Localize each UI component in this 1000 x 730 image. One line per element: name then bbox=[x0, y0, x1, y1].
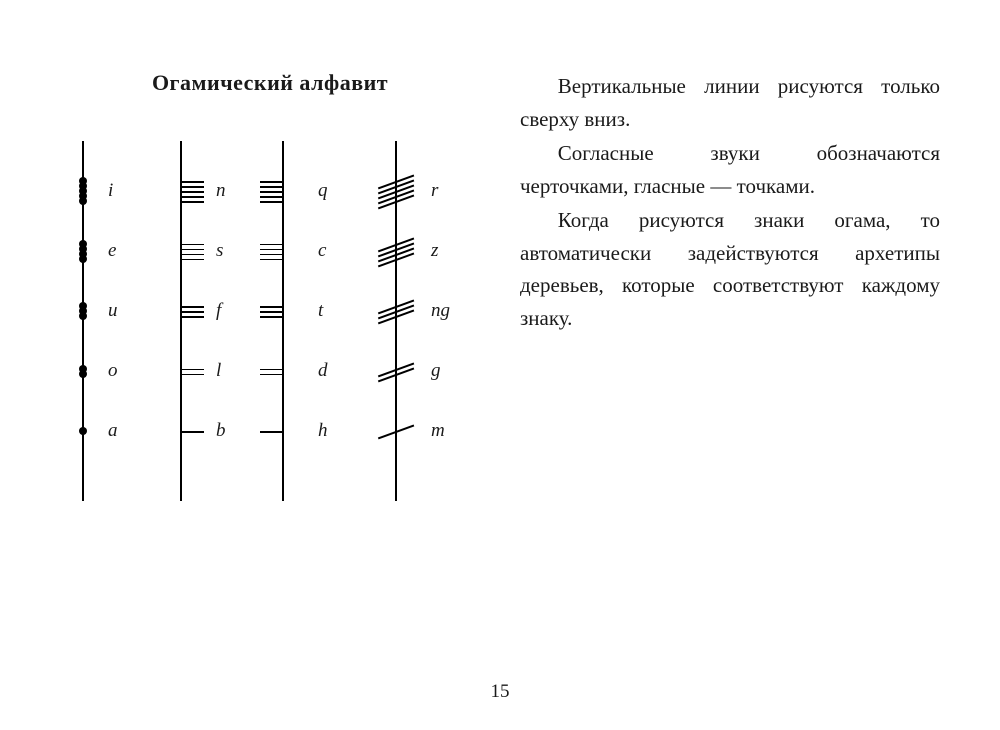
ogham-letter-label: c bbox=[318, 240, 326, 262]
page-title: Огамический алфавит bbox=[60, 70, 480, 96]
ogham-tick bbox=[182, 244, 204, 246]
ogham-tick bbox=[260, 181, 282, 183]
ogham-letter-label: g bbox=[431, 360, 441, 382]
ogham-tick bbox=[182, 374, 204, 376]
ogham-letter-label: t bbox=[318, 300, 323, 322]
ogham-tick bbox=[182, 259, 204, 261]
paragraph: Вертикальные линии рисуются только сверх… bbox=[520, 70, 940, 135]
ogham-stem bbox=[282, 141, 284, 501]
ogham-letter-label: d bbox=[318, 360, 328, 382]
ogham-tick bbox=[182, 186, 204, 188]
paragraph: Согласные звуки обозначаются черточками,… bbox=[520, 137, 940, 202]
ogham-letter-label: z bbox=[431, 240, 438, 262]
ogham-tick bbox=[260, 254, 282, 256]
ogham-tick bbox=[260, 369, 282, 371]
ogham-stem bbox=[180, 141, 182, 501]
ogham-tick bbox=[182, 306, 204, 308]
ogham-tick bbox=[260, 196, 282, 198]
ogham-tick bbox=[182, 316, 204, 318]
ogham-tick bbox=[260, 191, 282, 193]
ogham-letter-label: s bbox=[216, 240, 223, 262]
ogham-tick bbox=[182, 196, 204, 198]
ogham-tick bbox=[260, 244, 282, 246]
ogham-tick bbox=[260, 306, 282, 308]
ogham-letter-label: o bbox=[108, 360, 118, 382]
ogham-letter-label: u bbox=[108, 300, 118, 322]
ogham-letter-label: a bbox=[108, 420, 118, 442]
ogham-dot bbox=[79, 370, 87, 378]
ogham-tick bbox=[182, 369, 204, 371]
ogham-alphabet-chart: i e u o a n s f l b q c t d h r z ng g m bbox=[60, 141, 460, 501]
page-number: 15 bbox=[0, 681, 1000, 703]
ogham-letter-label: ng bbox=[431, 300, 450, 322]
ogham-tick bbox=[182, 191, 204, 193]
ogham-letter-label: i bbox=[108, 180, 113, 202]
ogham-dot bbox=[79, 197, 87, 205]
ogham-tick bbox=[260, 316, 282, 318]
paragraph: Когда рисуются знаки огама, то автоматич… bbox=[520, 204, 940, 334]
ogham-tick bbox=[182, 254, 204, 256]
ogham-tick bbox=[182, 431, 204, 433]
ogham-dot bbox=[79, 312, 87, 320]
ogham-letter-label: m bbox=[431, 420, 445, 442]
ogham-dot bbox=[79, 255, 87, 263]
ogham-tick bbox=[260, 374, 282, 376]
ogham-letter-label: h bbox=[318, 420, 328, 442]
ogham-tick bbox=[182, 311, 204, 313]
ogham-letter-label: q bbox=[318, 180, 328, 202]
ogham-letter-label: n bbox=[216, 180, 226, 202]
ogham-tick bbox=[260, 259, 282, 261]
ogham-letter-label: e bbox=[108, 240, 116, 262]
ogham-tick bbox=[260, 249, 282, 251]
ogham-tick bbox=[260, 201, 282, 203]
ogham-tick bbox=[182, 181, 204, 183]
ogham-tick bbox=[260, 431, 282, 433]
ogham-letter-label: l bbox=[216, 360, 221, 382]
ogham-tick bbox=[260, 186, 282, 188]
body-text: Вертикальные линии рисуются только сверх… bbox=[520, 70, 940, 690]
ogham-tick bbox=[182, 201, 204, 203]
ogham-letter-label: f bbox=[216, 300, 221, 322]
ogham-tick bbox=[260, 311, 282, 313]
ogham-letter-label: b bbox=[216, 420, 226, 442]
ogham-tick bbox=[182, 249, 204, 251]
ogham-dot bbox=[79, 427, 87, 435]
ogham-letter-label: r bbox=[431, 180, 438, 202]
